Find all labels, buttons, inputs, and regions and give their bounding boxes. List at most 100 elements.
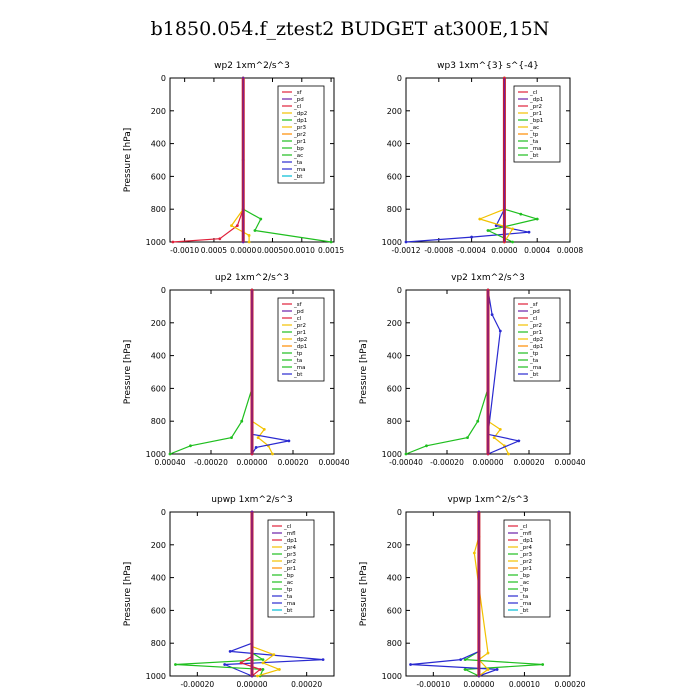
legend-label: _cl xyxy=(293,104,302,110)
series-point xyxy=(271,452,274,456)
series-point xyxy=(511,227,514,231)
series-line xyxy=(405,78,530,243)
series-point xyxy=(507,452,510,456)
legend-label: _pd xyxy=(293,309,304,315)
series-point xyxy=(189,444,192,448)
y-tick-label: 200 xyxy=(151,319,166,328)
legend-label: _bp xyxy=(283,573,294,579)
series-point xyxy=(253,229,257,232)
series-point xyxy=(240,419,244,423)
legend-label: _pr2 xyxy=(529,323,542,329)
y-tick-label: 400 xyxy=(387,574,402,583)
legend-label: _tp xyxy=(293,351,303,357)
series-point xyxy=(472,551,476,555)
series-point xyxy=(409,663,412,666)
legend-label: _pr1 xyxy=(519,566,532,572)
legend-label: _dp2 xyxy=(293,337,307,343)
series-point xyxy=(459,658,463,661)
legend: _cl_dp1_pr2_pr1_bp1_ac_tp_ta_ma_bt xyxy=(513,85,561,163)
x-tick-label: 0.00010 xyxy=(509,680,540,689)
x-tick-label: 0.0000 xyxy=(230,246,256,255)
series-point xyxy=(329,240,333,244)
x-tick-label: 0.00020 xyxy=(277,458,308,467)
y-tick-label: 0 xyxy=(161,74,166,83)
series-point xyxy=(230,436,233,439)
legend-label: _ta xyxy=(293,358,302,364)
series-point xyxy=(261,661,265,665)
series-point xyxy=(486,668,490,671)
subplot-title: upwp 1xm^2/s^3 xyxy=(211,495,292,505)
y-tick-label: 1000 xyxy=(382,450,402,459)
x-tick-label: 0.00040 xyxy=(554,458,585,467)
x-tick-label: 0.00020 xyxy=(554,680,585,689)
legend-label: _sf xyxy=(293,302,303,308)
x-tick-label: -0.00020 xyxy=(194,458,228,467)
y-tick-label: 0 xyxy=(161,286,166,295)
x-tick-label: 0.00000 xyxy=(236,458,267,467)
x-tick-label: -0.00020 xyxy=(430,458,464,467)
series-point xyxy=(425,444,428,448)
x-tick-label: -0.00020 xyxy=(180,680,214,689)
legend-label: _pr2 xyxy=(293,323,306,329)
series-point xyxy=(261,668,265,671)
legend-label: _bt xyxy=(293,174,303,180)
y-tick-label: 600 xyxy=(151,606,166,615)
series-point xyxy=(287,439,291,443)
x-tick-label: -0.00040 xyxy=(389,458,423,467)
legend-label: _pd xyxy=(293,97,304,103)
legend-label: _sf xyxy=(293,90,303,96)
legend-label: _pr3 xyxy=(283,552,297,558)
legend-label: _cl xyxy=(293,316,302,322)
legend-label: _dp1 xyxy=(529,344,543,350)
y-tick-label: 800 xyxy=(387,417,402,426)
legend-label: _pr4 xyxy=(519,545,533,551)
series-point xyxy=(495,668,499,671)
x-tick-label: 0.00000 xyxy=(472,458,503,467)
x-tick-label: 0.0000 xyxy=(491,246,517,255)
legend-label: _pr3 xyxy=(293,125,307,131)
y-tick-label: 1000 xyxy=(146,672,166,681)
legend-label: _ma xyxy=(293,167,305,173)
legend-label: _dp2 xyxy=(293,111,307,117)
series-point xyxy=(247,240,251,244)
legend-label: _pr2 xyxy=(293,132,306,138)
series-point xyxy=(254,446,258,449)
legend-label: _ma xyxy=(529,146,541,152)
plot-frame xyxy=(405,511,571,677)
series-point xyxy=(262,428,266,431)
legend-label: _tp xyxy=(519,587,529,593)
series-point xyxy=(519,212,523,216)
legend-label: _bt xyxy=(529,153,539,159)
y-tick-label: 1000 xyxy=(146,238,166,247)
legend-label: _ta xyxy=(293,160,302,166)
series-point xyxy=(463,668,467,671)
legend: _cl_mfl_dp1_pr4_pr3_pr2_pr1_bp_ac_tp_ta_… xyxy=(267,519,315,618)
x-tick-label: -0.0010 xyxy=(170,246,199,255)
x-tick-label: 0.00050 xyxy=(257,246,288,255)
x-tick-label: 0.00020 xyxy=(513,458,544,467)
series-line xyxy=(251,290,274,455)
x-tick-label: 0.0008 xyxy=(557,246,583,255)
y-tick-label: 1000 xyxy=(146,450,166,459)
series-point xyxy=(168,452,172,456)
y-tick-label: 0 xyxy=(397,74,402,83)
series-point xyxy=(256,674,259,678)
y-tick-label: 0 xyxy=(161,508,166,517)
legend-label: _tp xyxy=(283,587,293,593)
y-tick-label: 200 xyxy=(151,107,166,116)
series-point xyxy=(259,217,263,221)
legend-label: _pr2 xyxy=(519,559,532,565)
series-point xyxy=(498,329,502,333)
legend-label: _ta xyxy=(283,594,292,600)
y-tick-label: 600 xyxy=(151,172,166,181)
legend-label: _sf xyxy=(529,302,539,308)
series-line xyxy=(175,512,265,677)
series-point xyxy=(486,229,490,232)
series-point xyxy=(235,224,239,228)
series-line xyxy=(487,289,521,455)
x-tick-label: 0.00000 xyxy=(463,680,494,689)
series-point xyxy=(258,668,262,671)
legend: _sf_pd_cl_dp2_dp1_pr3_pr2_pr1_bp_ac_ta_m… xyxy=(277,85,325,184)
y-tick-label: 1000 xyxy=(382,672,402,681)
